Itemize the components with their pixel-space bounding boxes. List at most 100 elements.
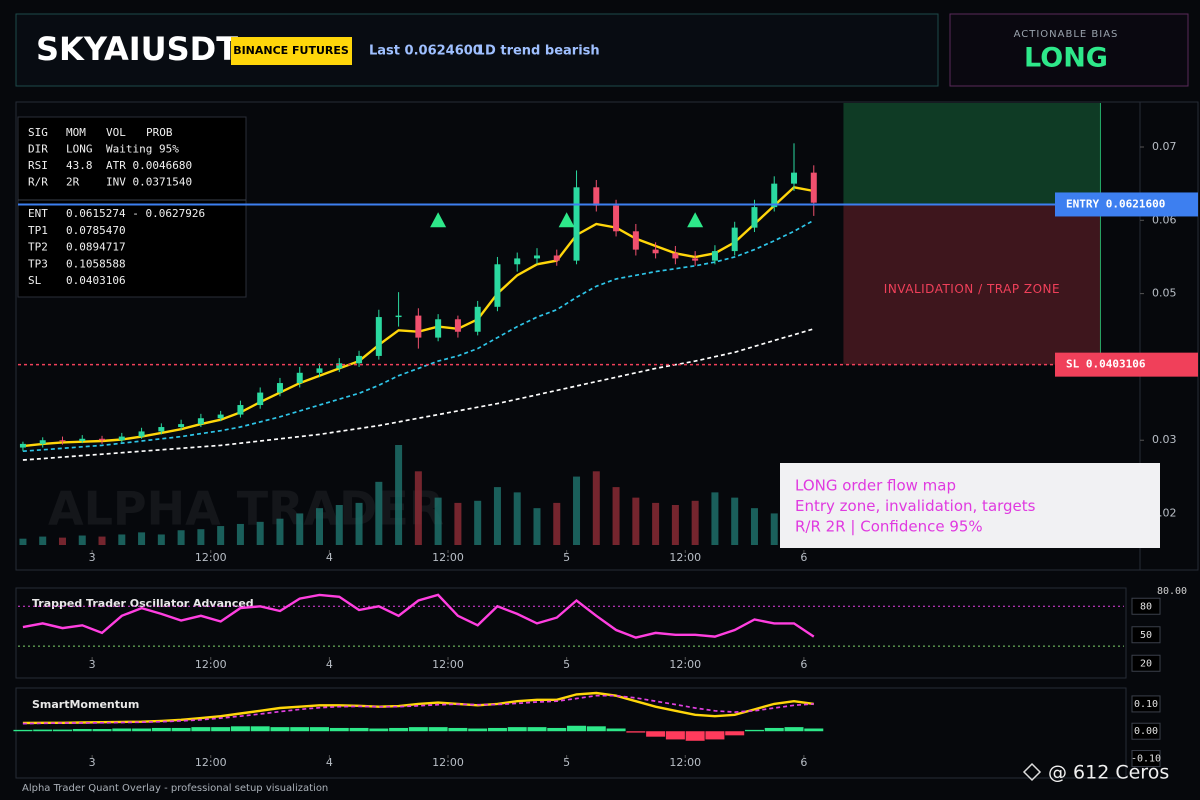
volume-bar	[671, 505, 679, 545]
credit-logo	[1022, 762, 1042, 782]
volume-bar	[652, 502, 660, 545]
level-cell: 0.1058588	[66, 257, 126, 270]
volume-bar	[632, 497, 640, 545]
histogram-bar	[112, 728, 132, 732]
signal-triangle	[430, 212, 447, 228]
volume-bar	[474, 500, 482, 545]
histogram-bar	[310, 727, 330, 732]
volume-bar	[573, 476, 581, 545]
level-cell: 0.0403106	[66, 274, 126, 287]
info-cell: LONG	[66, 143, 93, 156]
histogram-bar	[33, 729, 53, 732]
info-cell: MOM	[66, 126, 86, 139]
histogram-bar	[487, 727, 507, 732]
x-tick-label: 5	[563, 756, 570, 769]
volume-bar	[217, 526, 225, 545]
oscillator-panel	[15, 587, 1127, 679]
candle-body	[296, 372, 303, 384]
histogram-bar	[784, 727, 804, 732]
candle-body	[356, 355, 363, 364]
signal-triangle	[687, 212, 704, 228]
candle-body	[276, 383, 283, 393]
candle-body	[435, 319, 442, 338]
info-cell: ATR 0.0046680	[106, 159, 192, 172]
histogram-bar	[171, 727, 191, 732]
histogram-bar	[52, 729, 72, 732]
histogram-bar	[270, 727, 290, 732]
level-cell: 0.0615274 - 0.0627926	[66, 207, 205, 220]
y-tick-label: 0.05	[1152, 287, 1177, 300]
volume-bar	[395, 445, 403, 545]
volume-bar	[493, 487, 501, 545]
annotation-line: R/R 2R | Confidence 95%	[795, 518, 983, 536]
last-price: Last 0.0624600	[369, 44, 482, 59]
x-tick-label: 5	[563, 658, 570, 671]
histogram-bar	[448, 727, 468, 732]
candle-body	[711, 251, 718, 261]
volume-bar	[434, 497, 442, 545]
histogram-bar	[764, 727, 784, 732]
histogram-bar	[428, 727, 448, 732]
momentum-panel	[15, 687, 1127, 779]
candle-body	[810, 172, 817, 203]
histogram-bar	[13, 729, 33, 732]
y-tick-label: 20	[1140, 658, 1152, 669]
info-cell: R/R	[28, 176, 48, 189]
trend: 1D trend bearish	[476, 44, 600, 59]
volume-bar	[118, 534, 126, 545]
x-tick-label: 6	[800, 756, 807, 769]
histogram-bar	[389, 727, 409, 732]
candle-body	[257, 392, 264, 406]
level-cell: TP3	[28, 257, 48, 270]
entry-label: ENTRY 0.0621600	[1066, 197, 1165, 210]
volume-bar	[513, 492, 521, 545]
histogram-bar	[290, 727, 310, 732]
x-tick-label: 12:00	[669, 658, 701, 671]
watermark: ALPHA TRADER	[48, 482, 444, 536]
candle-body	[474, 306, 481, 332]
annotation-box	[780, 463, 1160, 548]
logo-diamond	[1022, 762, 1042, 782]
candle-body	[692, 258, 699, 261]
info-cell: DIR	[28, 143, 48, 156]
x-tick-label: 12:00	[432, 658, 464, 671]
candle-body	[316, 368, 323, 373]
candle-body	[751, 207, 758, 228]
x-tick-label: 3	[89, 756, 96, 769]
candle-body	[731, 227, 738, 252]
y-tick-label: 80	[1140, 601, 1152, 612]
info-cell: VOL	[106, 126, 126, 139]
info-cell: 43.8	[66, 159, 93, 172]
bias: LONG	[1024, 43, 1108, 74]
x-tick-label: 3	[89, 551, 96, 564]
histogram-bar	[211, 727, 231, 732]
candle-body	[395, 315, 402, 318]
candle-body	[573, 187, 580, 261]
volume-bar	[78, 535, 86, 545]
y-tick-box	[1131, 626, 1161, 644]
volume-bar	[276, 518, 284, 545]
credit: @ 612 Ceros	[1048, 762, 1169, 784]
candle-body	[514, 258, 521, 265]
x-tick-label: 12:00	[195, 756, 227, 769]
level-cell: 0.0785470	[66, 224, 126, 237]
symbol: SKYAIUSDT	[36, 30, 238, 68]
histogram-bar	[230, 726, 250, 732]
histogram-bar	[191, 727, 211, 732]
y-tick-label: 50	[1140, 630, 1152, 641]
candle-body	[652, 249, 659, 254]
info-cell: RSI	[28, 159, 48, 172]
volume-bar	[414, 471, 422, 545]
header-box	[15, 13, 939, 87]
histogram-bar	[72, 729, 92, 732]
panel-title: SmartMomentum	[32, 698, 139, 711]
info-cell: Waiting 95%	[106, 143, 179, 156]
candle-body	[158, 427, 165, 432]
volume-bar	[533, 508, 541, 545]
histogram-bar	[151, 727, 171, 732]
candle-body	[237, 405, 244, 415]
x-tick-label: 4	[326, 551, 333, 564]
info-panel	[17, 116, 247, 298]
volume-bar	[138, 532, 146, 545]
